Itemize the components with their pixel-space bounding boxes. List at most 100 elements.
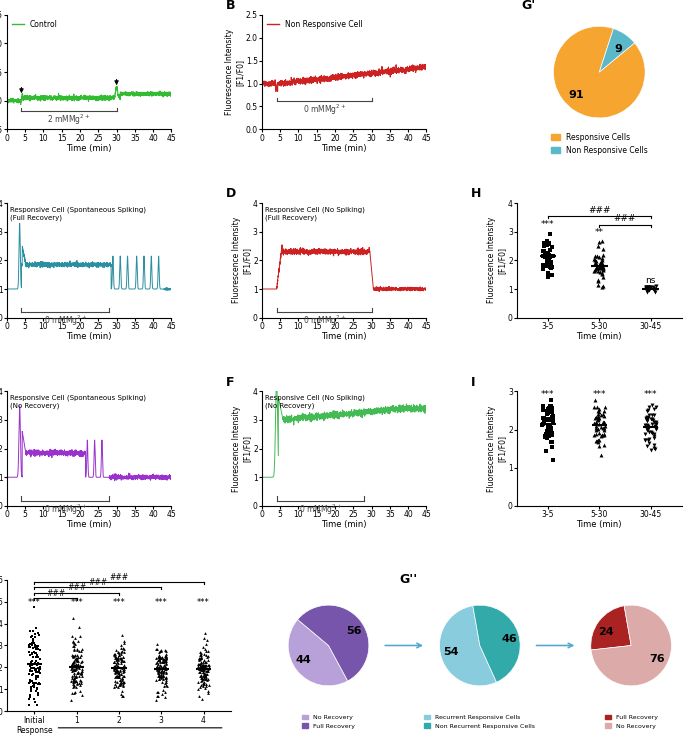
Point [113, 665, 124, 677]
Point [193, 653, 204, 665]
Point [68, 637, 79, 648]
Point [34, 678, 45, 690]
Point [115, 646, 126, 658]
Point [199, 659, 210, 671]
Point [646, 413, 657, 425]
Point [151, 661, 162, 673]
Point [597, 264, 608, 276]
Legend: Full Recovery, No Recovery: Full Recovery, No Recovery [602, 712, 660, 731]
Point [542, 235, 553, 247]
Text: ***: *** [155, 598, 168, 607]
Legend: No Recovery, Full Recovery: No Recovery, Full Recovery [299, 712, 358, 731]
Point [24, 639, 35, 651]
Point [539, 247, 550, 259]
Point [203, 654, 214, 665]
Point [118, 679, 129, 691]
Point [540, 247, 551, 259]
Point [68, 667, 79, 679]
Point [593, 412, 604, 424]
Point [116, 674, 127, 686]
Point [108, 657, 119, 668]
Point [113, 669, 124, 681]
Point [594, 262, 605, 273]
Point [151, 685, 162, 697]
Point [112, 664, 123, 676]
Point [593, 439, 604, 451]
Point [200, 669, 211, 681]
Point [66, 631, 77, 642]
Point [32, 683, 42, 695]
Point [109, 657, 120, 668]
Point [651, 418, 662, 430]
Point [160, 651, 171, 662]
Point [116, 653, 127, 665]
Point [77, 689, 88, 701]
Point [546, 406, 557, 418]
Point [68, 674, 79, 686]
Point [158, 674, 169, 685]
Point [195, 669, 206, 681]
Point [203, 687, 214, 699]
Point [153, 665, 164, 677]
Point [542, 421, 553, 433]
Point [538, 263, 549, 275]
Wedge shape [591, 605, 671, 686]
Point [116, 688, 127, 700]
Point [645, 282, 656, 294]
Point [647, 399, 658, 411]
Point [69, 655, 80, 667]
Point [538, 250, 549, 262]
Point [590, 422, 601, 434]
Point [646, 418, 657, 430]
X-axis label: Time (min): Time (min) [321, 520, 367, 530]
Wedge shape [297, 605, 369, 681]
Text: 76: 76 [649, 654, 664, 664]
Point [116, 673, 127, 685]
Point [161, 654, 172, 665]
Point [113, 670, 124, 682]
Point [547, 416, 558, 428]
Point [543, 413, 553, 425]
Point [118, 680, 129, 692]
Point [66, 659, 77, 671]
Point [75, 656, 86, 668]
Point [151, 664, 162, 676]
Point [68, 672, 79, 684]
Point [160, 655, 171, 667]
Text: ###: ### [46, 588, 65, 597]
Point [594, 418, 605, 430]
Point [158, 653, 169, 665]
Point [117, 642, 128, 654]
Point [192, 658, 203, 670]
Point [110, 670, 121, 682]
Point [71, 675, 82, 687]
Point [69, 679, 80, 691]
Point [119, 665, 129, 677]
Point [27, 637, 38, 648]
Point [643, 404, 653, 416]
Point [114, 667, 125, 679]
Point [199, 662, 210, 674]
Point [538, 416, 549, 428]
Point [541, 414, 552, 426]
Point [32, 628, 43, 639]
Point [33, 670, 44, 682]
Point [597, 270, 608, 282]
Point [110, 666, 121, 678]
Point [34, 644, 45, 656]
Point [641, 286, 652, 298]
Point [32, 699, 43, 711]
Point [590, 258, 601, 270]
Point [159, 661, 170, 673]
Point [542, 255, 553, 267]
Point [113, 651, 124, 663]
X-axis label: Time (min): Time (min) [321, 144, 367, 153]
Point [538, 245, 549, 257]
Point [651, 423, 662, 435]
Point [114, 677, 125, 689]
Point [649, 430, 660, 442]
Point [158, 671, 169, 682]
Point [201, 662, 212, 674]
Point [197, 672, 208, 684]
Point [118, 643, 129, 655]
